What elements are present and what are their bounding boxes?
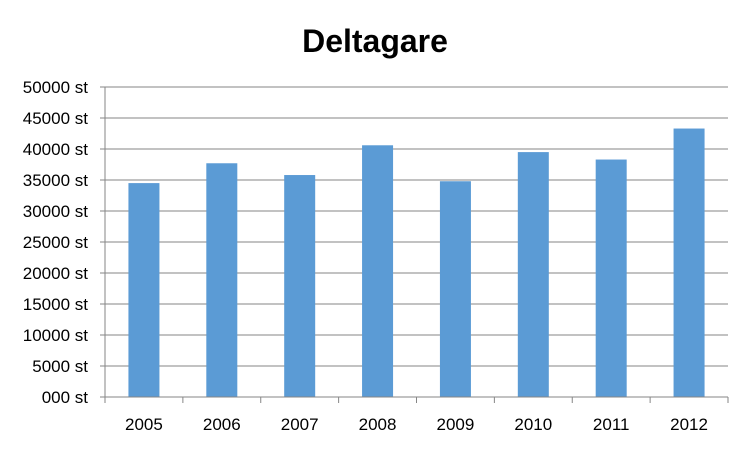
gridlines bbox=[105, 86, 728, 367]
bar-2007 bbox=[284, 175, 316, 397]
x-tick-label: 2011 bbox=[593, 415, 630, 434]
x-tick-labels: 2005 2006 2007 2008 2009 2010 2011 2012 bbox=[125, 415, 708, 434]
x-tick-label: 2008 bbox=[359, 415, 397, 434]
y-tick-label: 20000 st bbox=[23, 264, 88, 283]
x-tick-label: 2005 bbox=[125, 415, 163, 434]
bar-2010 bbox=[517, 152, 549, 397]
y-tick-label: 35000 st bbox=[23, 171, 88, 190]
x-tick-label: 2006 bbox=[203, 415, 241, 434]
chart-title: Deltagare bbox=[302, 23, 448, 59]
y-tick-label: 30000 st bbox=[23, 202, 88, 221]
x-tick-label: 2010 bbox=[514, 415, 552, 434]
y-tick-label: 40000 st bbox=[23, 140, 88, 159]
y-tick-label: 10000 st bbox=[23, 326, 88, 345]
bar-2005 bbox=[128, 183, 160, 397]
bar-2012 bbox=[673, 128, 705, 398]
y-tick-label: 15000 st bbox=[23, 295, 88, 314]
y-tick-label: 000 st bbox=[42, 388, 89, 407]
bar-2009 bbox=[439, 181, 471, 397]
bar-2011 bbox=[595, 159, 627, 397]
bar-2008 bbox=[362, 145, 394, 397]
x-tick-label: 2007 bbox=[281, 415, 319, 434]
y-tick-label: 25000 st bbox=[23, 233, 88, 252]
x-tick-label: 2012 bbox=[670, 415, 708, 434]
y-tick-labels: 000 st 5000 st 10000 st 15000 st 20000 st 250… bbox=[23, 78, 89, 407]
y-tick-label: 45000 st bbox=[23, 109, 88, 128]
y-tick-label: 50000 st bbox=[23, 78, 88, 97]
y-tick-label: 5000 st bbox=[32, 357, 88, 376]
bars bbox=[128, 128, 705, 398]
x-tick-label: 2009 bbox=[437, 415, 475, 434]
bar-2006 bbox=[206, 163, 238, 397]
axes bbox=[100, 86, 729, 403]
